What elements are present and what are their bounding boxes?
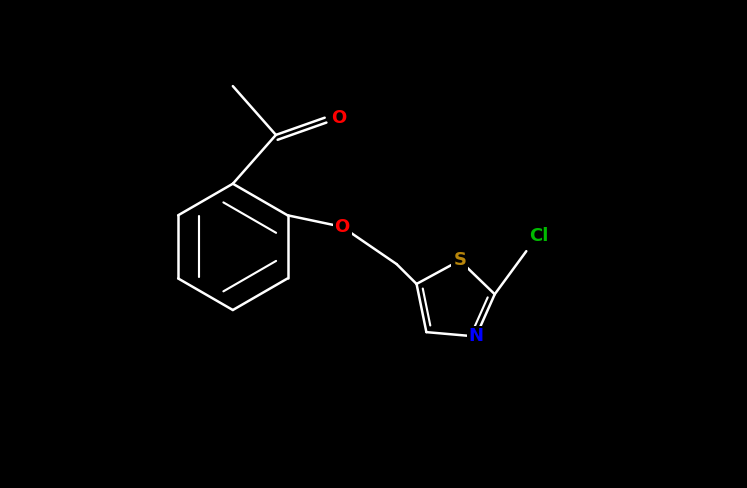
Text: N: N [468, 327, 483, 346]
Text: O: O [332, 109, 347, 127]
Text: S: S [453, 251, 466, 269]
Text: Cl: Cl [529, 227, 548, 245]
Text: O: O [335, 218, 350, 236]
